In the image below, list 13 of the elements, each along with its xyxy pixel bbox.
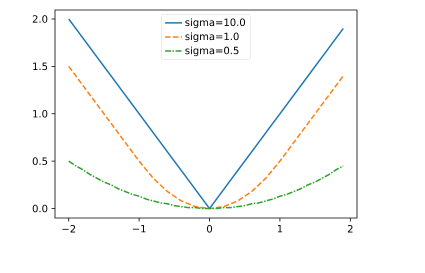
- y-tick-label: 0.0: [32, 204, 48, 212]
- y-tick-label: 0.5: [32, 157, 48, 165]
- x-tick-label: 0: [207, 225, 212, 233]
- x-tick-label: 1: [278, 225, 282, 232]
- legend-label: sigma=1.0: [185, 32, 239, 42]
- x-tick-label: 2: [348, 225, 352, 232]
- y-tick-label: 1.5: [33, 62, 48, 70]
- legend-label: sigma=10.0: [185, 18, 246, 28]
- y-tick-label: 2.0: [32, 15, 48, 23]
- legend-label: sigma=0.5: [185, 46, 238, 56]
- x-tick-label: −1: [132, 225, 146, 232]
- y-tick-label: 1.0: [33, 110, 48, 118]
- x-tick-label: −2: [62, 225, 76, 232]
